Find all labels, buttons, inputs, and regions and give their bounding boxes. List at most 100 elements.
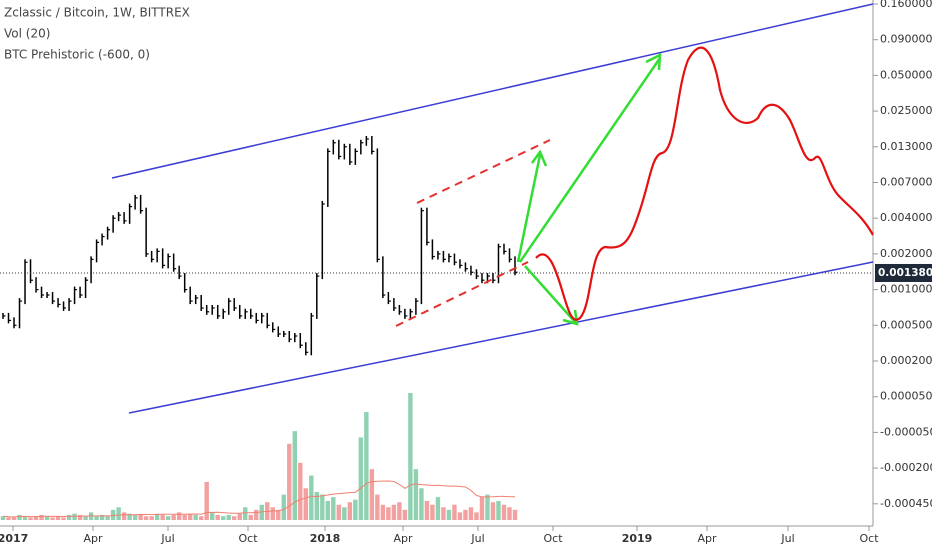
volume-bar: [298, 462, 303, 520]
volume-bar: [309, 475, 314, 520]
dash-top: [416, 139, 551, 204]
x-tick-label: 2018: [310, 532, 341, 545]
volume-bar: [358, 437, 364, 520]
volume-bar: [303, 488, 308, 520]
volume-bar: [116, 507, 121, 520]
volume-bar: [325, 500, 331, 520]
volume-bar: [463, 509, 468, 520]
volume-bar: [28, 517, 33, 520]
projection-curve: [535, 46, 874, 321]
last-price-label: 0.00138086: [878, 267, 932, 279]
volume-bar: [512, 509, 518, 520]
volume-bar: [198, 516, 204, 520]
volume-bar: [270, 507, 275, 520]
volume-bar: [11, 517, 17, 520]
volume-bar: [386, 507, 391, 520]
volume-bar: [342, 507, 347, 520]
volume-bar: [33, 516, 39, 520]
y-tick-label: 0.16000000: [880, 0, 932, 10]
volume-bar: [193, 514, 198, 520]
y-tick-label: -0.00005000: [880, 425, 932, 438]
chart-title: Zclassic / Bitcoin, 1W, BITTREX: [4, 6, 190, 20]
volume-bar: [380, 504, 386, 520]
volume-bar: [149, 516, 154, 520]
last-price-box: [875, 263, 932, 282]
volume-bar: [83, 516, 88, 520]
x-tick-label: Jul: [160, 532, 174, 545]
volume-bar: [77, 514, 83, 520]
volume-bar: [457, 512, 463, 520]
volume-bar: [430, 504, 435, 520]
x-tick-label: Apr: [83, 532, 103, 545]
plot: [0, 135, 873, 520]
volume-bar: [474, 512, 479, 520]
volume-bar: [232, 516, 237, 520]
y-tick-label: -0.00045000: [880, 497, 932, 510]
volume-bar: [72, 513, 77, 520]
x-tick-label: Oct: [859, 532, 879, 545]
volume-bar: [397, 502, 402, 520]
y-tick-label: 0.00020000: [880, 354, 932, 367]
volume-bar: [320, 494, 325, 520]
volume-bar: [452, 504, 457, 520]
volume-bar: [187, 513, 193, 520]
volume-bar: [496, 500, 501, 520]
volume-bar: [441, 507, 446, 520]
volume-bar: [479, 497, 485, 520]
volume-bar: [485, 494, 490, 520]
volume-bar: [375, 494, 380, 520]
volume-bar: [127, 513, 132, 520]
volume-bar: [248, 514, 253, 520]
x-tick-label: Jul: [470, 532, 484, 545]
volume-bar: [424, 500, 430, 520]
volume-bar: [468, 507, 474, 520]
x-tick-label: Oct: [543, 532, 563, 545]
volume-bar: [254, 509, 259, 520]
y-tick-label: 0.00050000: [880, 318, 932, 331]
volume-bar: [165, 516, 171, 520]
volume-bar: [160, 514, 165, 520]
dash-bottom: [395, 261, 529, 327]
y-tick-label: 0.02500000: [880, 104, 932, 117]
indicator-label: Vol (20): [4, 27, 50, 41]
y-tick-label: 0.00100000: [880, 283, 932, 296]
volume-bar: [154, 513, 160, 520]
volume-bar: [204, 481, 209, 520]
volume-bar: [331, 497, 336, 520]
volume-bar: [237, 513, 242, 520]
volume-bar: [446, 509, 452, 520]
volume-bar: [171, 514, 176, 520]
volume-bar: [22, 516, 28, 520]
x-tick-label: Oct: [238, 532, 258, 545]
volume-bar: [66, 514, 72, 520]
x-tick-label: Jul: [780, 532, 794, 545]
volume-bar: [50, 517, 55, 520]
volume-bar: [132, 514, 138, 520]
volume-bar: [61, 517, 66, 520]
volume-bar: [501, 504, 507, 520]
volume-bar: [391, 504, 397, 520]
volume-bar: [110, 509, 116, 520]
volume-bar: [226, 514, 231, 520]
volume-bar: [287, 443, 292, 520]
y-tick-label: 0.00400000: [880, 211, 932, 224]
volume-bar: [490, 502, 496, 520]
volume-bar: [419, 488, 424, 520]
volume-bar: [121, 512, 127, 520]
channel-bottom: [128, 261, 874, 414]
x-tick-label: 2019: [622, 532, 653, 545]
volume-bar: [347, 502, 353, 520]
volume-bar: [55, 516, 61, 520]
volume-ma: [2, 480, 515, 518]
volume-bar: [44, 516, 50, 520]
arrow: [518, 52, 662, 263]
volume-bar: [215, 514, 220, 520]
arrow: [524, 265, 579, 326]
volume-bar: [408, 393, 413, 520]
y-tick-label: 0.01300000: [880, 140, 932, 153]
volume-bar: [0, 516, 6, 520]
volume-bar: [221, 516, 226, 520]
volume-bar: [99, 514, 105, 520]
